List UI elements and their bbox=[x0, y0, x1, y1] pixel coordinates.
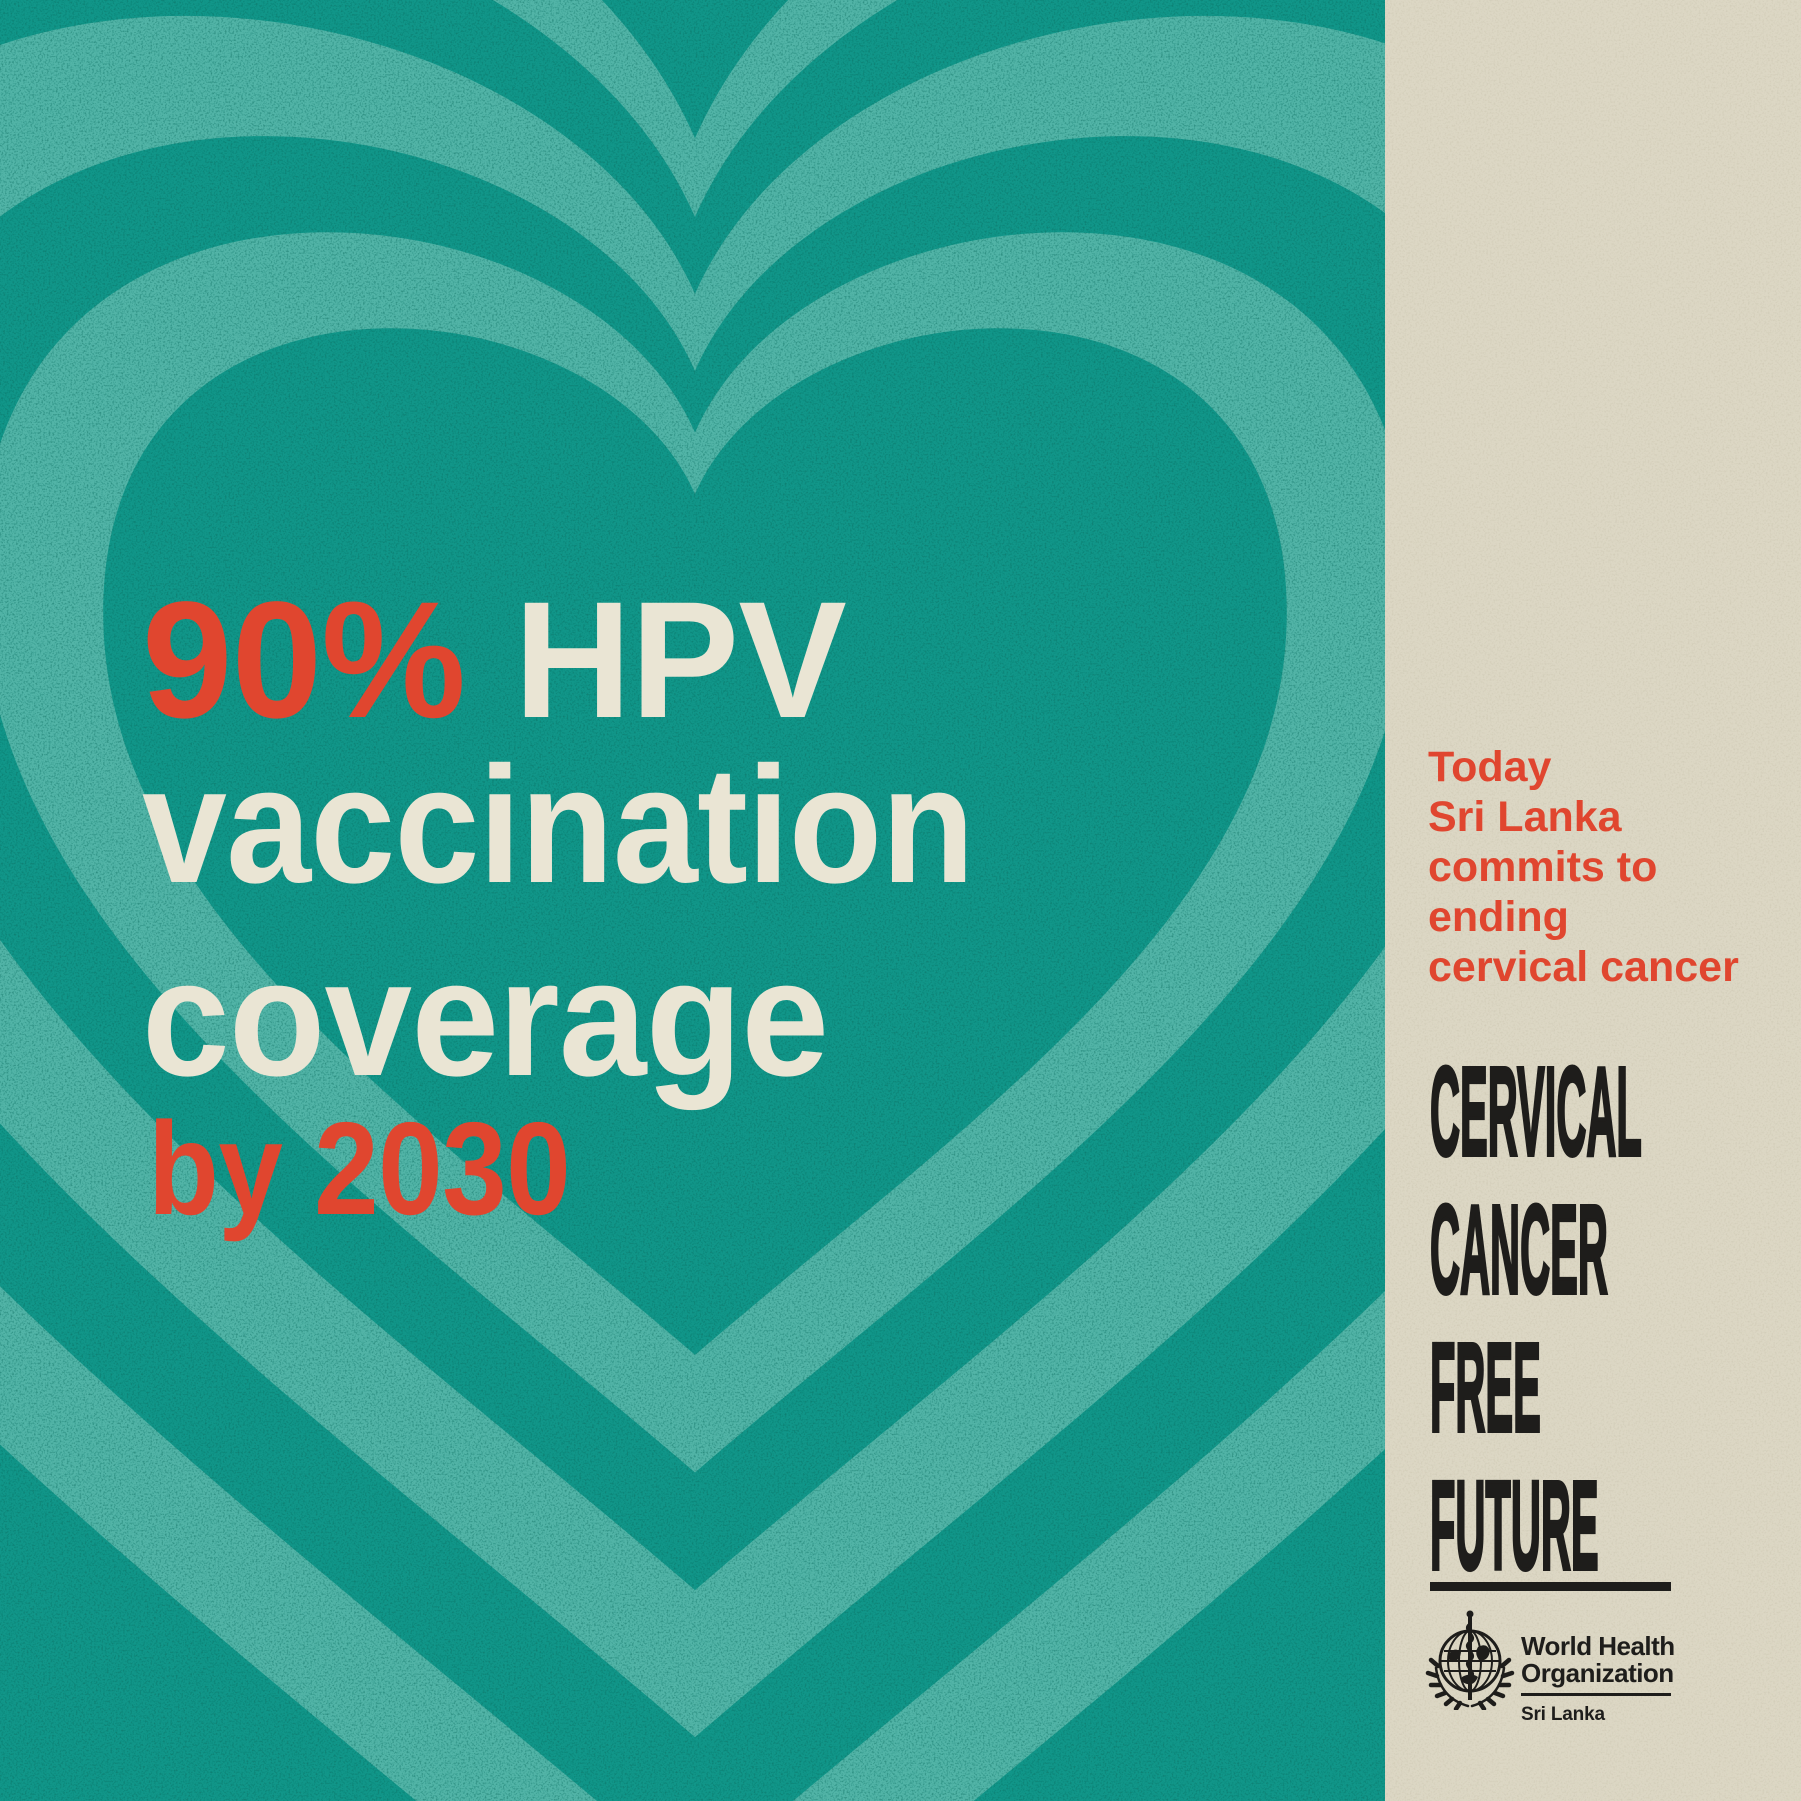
headline-line-3: coverage bbox=[142, 926, 829, 1111]
who-divider bbox=[1521, 1693, 1671, 1696]
commitment-line: ending bbox=[1428, 893, 1569, 941]
commitment-line: commits to bbox=[1428, 843, 1658, 891]
who-emblem-icon bbox=[1425, 1610, 1515, 1710]
campaign-word-cancer: CANCER bbox=[1429, 1179, 1608, 1320]
headline-line-2: vaccination bbox=[142, 733, 975, 918]
headline-word-hpv: HPV bbox=[513, 568, 847, 753]
commitment-line: Sri Lanka bbox=[1428, 793, 1622, 841]
campaign-word-cervical: CERVICAL bbox=[1429, 1041, 1642, 1182]
who-wordmark: World Health Organization Sri Lanka bbox=[1521, 1633, 1675, 1726]
headline-line-1: 90% HPV bbox=[142, 578, 847, 744]
who-staff bbox=[1465, 1610, 1475, 1700]
who-name-line1: World Health bbox=[1521, 1631, 1675, 1661]
who-name-line2: Organization bbox=[1521, 1658, 1674, 1688]
commitment-line: Today bbox=[1428, 743, 1552, 791]
headline-stat: 90% bbox=[142, 568, 466, 753]
commitment-line: cervical cancer bbox=[1428, 943, 1739, 991]
commitment-text: Today Sri Lanka commits to ending cervic… bbox=[1428, 742, 1739, 992]
campaign-word-free: FREE bbox=[1429, 1317, 1541, 1458]
who-country-label: Sri Lanka bbox=[1521, 1704, 1605, 1725]
campaign-word-future: FUTURE bbox=[1429, 1455, 1599, 1596]
campaign-underline bbox=[1430, 1582, 1671, 1591]
headline-line-4: by 2030 bbox=[148, 1095, 571, 1242]
who-wreath bbox=[1425, 1657, 1515, 1710]
